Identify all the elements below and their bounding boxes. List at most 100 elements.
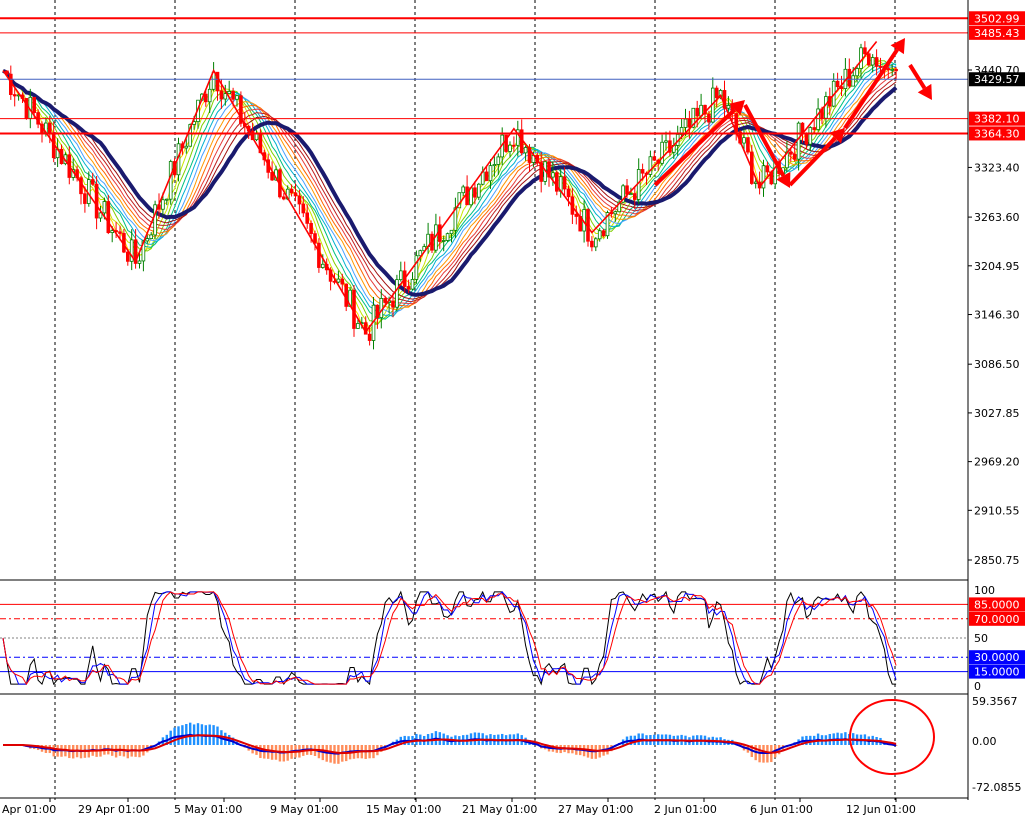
candle-body: [504, 134, 508, 152]
stoch-level-box: 85.0000: [969, 597, 1025, 612]
time-label: 21 May 01:00: [462, 803, 537, 816]
candle-body: [418, 250, 423, 257]
candle-body: [215, 71, 220, 92]
candle-body: [523, 147, 528, 154]
candle-body: [761, 165, 766, 189]
ma-line-4: [2, 63, 897, 318]
candle-body: [293, 192, 298, 197]
stoch-line-2: [2, 591, 897, 686]
candle: [203, 90, 208, 107]
annotation-arrows: [653, 38, 932, 188]
candle-body: [126, 251, 130, 262]
candle: [126, 250, 130, 266]
macd-bar: [894, 745, 898, 746]
candle-body: [83, 193, 87, 204]
candle-body: [391, 300, 395, 308]
candle-body: [133, 239, 138, 264]
candle-body: [473, 187, 477, 198]
candle-body: [406, 286, 411, 290]
candle-body: [707, 113, 711, 123]
candle-body: [379, 298, 384, 319]
candle: [496, 153, 501, 175]
candle: [211, 62, 216, 92]
candle-body: [804, 132, 809, 145]
macd-tick-label: 59.3567: [972, 695, 1018, 708]
candle-body: [320, 263, 325, 268]
stoch-level-box: 15.0000: [969, 664, 1025, 679]
candle: [414, 250, 419, 284]
candle-body: [742, 137, 746, 144]
candle: [449, 229, 454, 243]
candle-body: [414, 255, 419, 280]
candle-body: [859, 47, 863, 69]
candle: [153, 200, 157, 239]
candle-body: [551, 172, 555, 178]
candle-body: [90, 179, 95, 185]
candle: [512, 136, 516, 153]
arrow-up-2-head: [829, 128, 845, 144]
candle-body: [886, 68, 891, 71]
candle-body: [633, 193, 637, 200]
candle-body: [792, 153, 797, 160]
candle: [590, 236, 594, 252]
candle: [106, 194, 111, 235]
candle: [223, 84, 228, 106]
candle-body: [441, 240, 446, 242]
candle-body: [289, 188, 294, 194]
candle-body: [118, 231, 122, 234]
candle: [812, 120, 816, 135]
candle: [164, 198, 169, 206]
candle-body: [640, 169, 645, 174]
candle: [539, 151, 543, 193]
candle-body: [161, 199, 165, 210]
candle: [320, 254, 325, 269]
candle-body: [539, 162, 543, 182]
price-label-text: 3364.30: [974, 127, 1020, 140]
candle: [87, 171, 91, 207]
candle: [648, 150, 653, 178]
stoch-level-text: 70.0000: [974, 613, 1020, 626]
candle: [457, 192, 462, 209]
candle-body: [437, 224, 442, 242]
candle: [594, 237, 598, 252]
candle: [789, 147, 793, 162]
candle-body: [746, 137, 750, 153]
ma-line-8: [2, 70, 897, 305]
candle-body: [207, 88, 212, 103]
time-label: Apr 01:00: [2, 803, 56, 816]
stoch-level-bg: [969, 650, 1025, 665]
price-level-lines: [0, 17, 968, 135]
candle: [523, 145, 528, 161]
candle-body: [281, 196, 286, 200]
zigzag-path: [2, 40, 878, 334]
candle-body: [317, 242, 321, 268]
candle-body: [469, 187, 473, 206]
candle-body: [356, 323, 360, 329]
candle-body: [398, 270, 403, 281]
candle-body: [223, 93, 228, 100]
time-label: 15 May 01:00: [366, 803, 441, 816]
candle-body: [590, 240, 594, 248]
candle: [652, 151, 657, 161]
candle-body: [867, 53, 871, 66]
arrow-down-1: [743, 104, 791, 188]
candle-body: [32, 96, 36, 113]
candle: [874, 49, 879, 76]
candle-body: [765, 165, 770, 173]
arrow-down-2-shaft: [908, 63, 927, 90]
vertical-grid: [54, 0, 896, 800]
candle: [547, 158, 551, 187]
candle-body: [855, 68, 859, 77]
candle: [465, 175, 469, 206]
candle: [785, 141, 789, 172]
candle-body: [835, 80, 840, 88]
candle-body: [726, 105, 731, 109]
candle-body: [878, 66, 883, 68]
candle-body: [94, 183, 99, 219]
candle: [863, 41, 867, 58]
candle: [792, 144, 797, 162]
candle-body: [129, 239, 134, 262]
candle: [808, 126, 813, 151]
candle: [281, 193, 286, 201]
